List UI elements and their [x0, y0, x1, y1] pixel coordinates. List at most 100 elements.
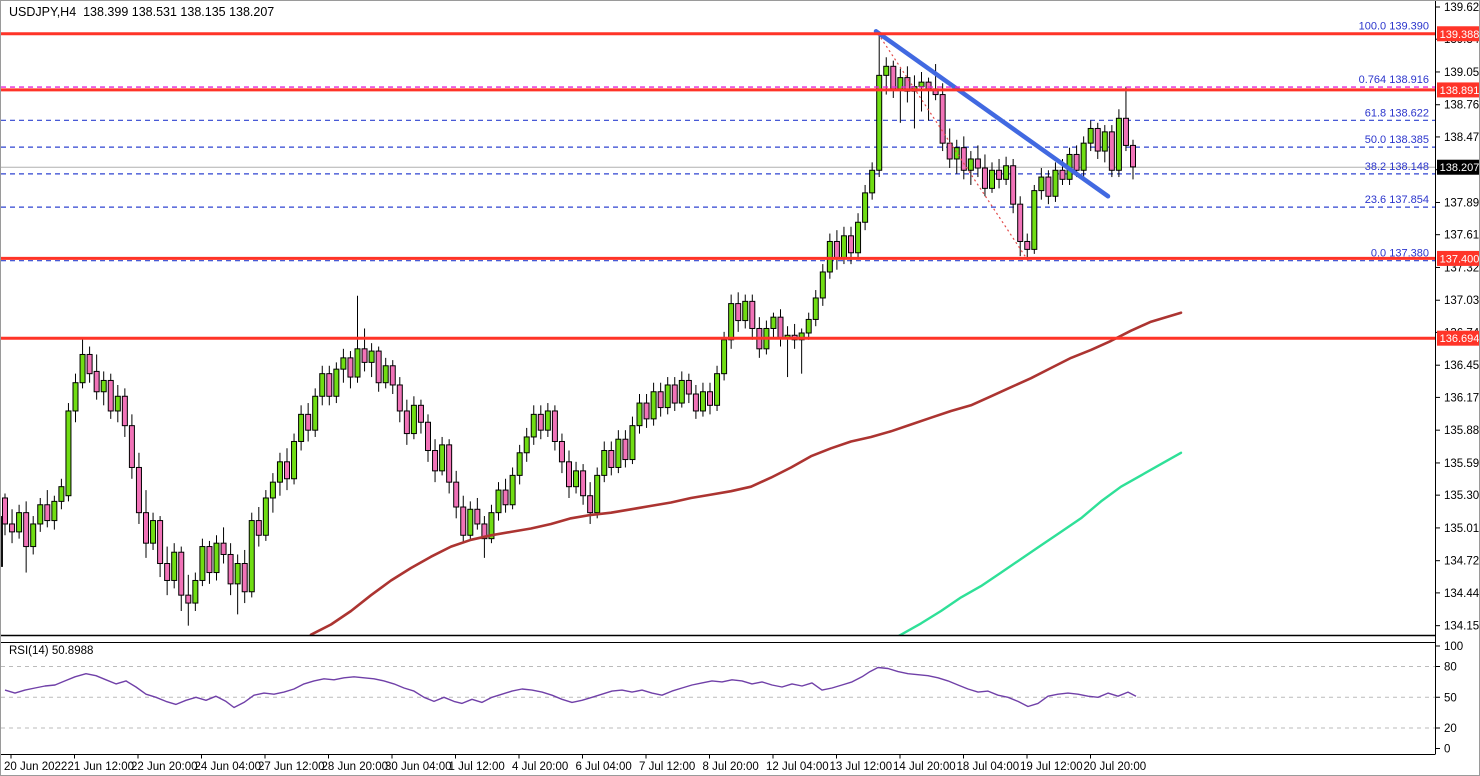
bull-candle-body — [798, 332, 805, 341]
fib-level-label: 38.2 138.148 — [1365, 161, 1429, 173]
bear-candle-body — [128, 425, 135, 468]
candlestick — [417, 399, 424, 434]
bear-candle-body — [833, 240, 840, 259]
candlestick — [608, 441, 615, 476]
bear-candle-body — [502, 489, 509, 506]
candlestick — [135, 452, 142, 524]
bear-candle-body — [551, 410, 558, 442]
bull-candle-body — [530, 413, 537, 438]
bull-candle-body — [368, 350, 375, 363]
bear-candle-body — [981, 167, 988, 189]
bull-candle-body — [65, 410, 72, 497]
price-tick-label: 134.440 — [1444, 588, 1480, 600]
candlestick — [213, 535, 220, 581]
bull-candle-body — [918, 81, 925, 88]
bear-candle-body — [375, 350, 382, 384]
candlestick — [171, 543, 178, 589]
bull-candle-body — [770, 316, 777, 329]
candlestick — [93, 354, 100, 400]
rsi-pane[interactable]: 100 80 50 20 0 — [1, 641, 1463, 756]
bull-candle-body — [650, 391, 657, 420]
bull-candle-body — [523, 436, 530, 454]
bull-candle-body — [855, 221, 862, 254]
candlestick — [551, 405, 558, 451]
candlestick — [876, 33, 883, 178]
candlestick — [601, 441, 608, 483]
fib-level-label: 23.6 137.854 — [1365, 194, 1429, 206]
bear-candle-body — [453, 481, 460, 508]
candlestick — [1130, 139, 1136, 180]
bull-candle-body — [439, 444, 446, 472]
candlestick — [446, 439, 453, 494]
time-axis-label: 27 Jun 12:00 — [258, 761, 325, 773]
price-badge-bg — [1437, 82, 1479, 98]
bull-candle-body — [269, 481, 276, 499]
bull-candle-body — [573, 470, 580, 488]
price-badge-bg — [1437, 250, 1479, 266]
candlestick — [862, 184, 869, 231]
candlestick — [114, 384, 121, 423]
bear-candle-body — [460, 506, 467, 536]
bull-candle-body — [869, 169, 876, 194]
bull-candle-body — [79, 353, 86, 384]
fast-ma-line[interactable] — [898, 451, 1183, 636]
bull-candle-body — [171, 551, 178, 581]
bear-candle-body — [347, 357, 354, 378]
candlestick — [1038, 168, 1045, 200]
bull-candle-body — [276, 461, 283, 483]
bear-candle-body — [389, 365, 396, 386]
bull-candle-body — [678, 379, 685, 404]
bull-candle-body — [495, 489, 502, 514]
bear-candle-body — [1094, 127, 1101, 152]
candlestick — [742, 294, 749, 329]
bear-candle-body — [749, 300, 756, 329]
candlestick — [16, 504, 23, 539]
bear-candle-body — [1045, 176, 1052, 197]
price-badge-bg — [1437, 26, 1479, 42]
bull-candle-body — [1031, 190, 1038, 250]
candlestick — [890, 60, 897, 98]
price-badge: 139.388 — [1437, 26, 1479, 42]
candlestick — [855, 213, 862, 259]
bull-candle-body — [819, 271, 826, 299]
price-tick-label: 135.880 — [1444, 425, 1480, 437]
time-axis-label: 24 Jun 04:00 — [195, 761, 262, 773]
bear-candle-body — [707, 391, 713, 406]
bull-candle-body — [319, 373, 326, 397]
bull-candle-body — [883, 65, 890, 76]
bear-candle-body — [432, 450, 439, 472]
candlestick — [1010, 158, 1017, 214]
candlestick — [749, 294, 756, 340]
candlestick — [904, 66, 911, 103]
bear-candle-body — [671, 384, 678, 404]
fib-diagonal-line[interactable] — [877, 33, 1029, 262]
candlestick — [121, 388, 128, 437]
candlestick — [939, 83, 946, 152]
price-badge-bg — [1437, 330, 1479, 346]
price-tick-label: 134.725 — [1444, 556, 1480, 568]
bull-candle-body — [615, 438, 622, 468]
candlestick — [1024, 233, 1031, 259]
candlestick — [530, 405, 537, 445]
bull-candle-body — [636, 402, 643, 427]
candlestick — [248, 512, 255, 598]
candlestick — [636, 394, 643, 434]
bull-candle-body — [714, 373, 721, 406]
bull-candle-body — [699, 391, 706, 412]
rsi-tick-label: 100 — [1444, 641, 1463, 653]
price-chart-pane[interactable]: 100.0 139.390 0.764 138.916 61.8 138.622 50… — [1, 21, 1435, 636]
bull-candle-body — [488, 512, 495, 540]
bear-candle-body — [580, 470, 587, 497]
bear-candle-body — [86, 353, 93, 375]
bear-candle-body — [107, 379, 114, 412]
price-badge-label: 136.694 — [1440, 333, 1480, 345]
slow-ma-line[interactable] — [309, 311, 1183, 635]
bull-candle-body — [1003, 165, 1010, 180]
time-axis-label: 7 Jul 12:00 — [639, 761, 695, 773]
candlestick — [918, 71, 925, 112]
bull-candle-body — [594, 474, 601, 514]
trendline[interactable] — [873, 29, 1111, 199]
bull-candle-body — [601, 450, 608, 476]
bull-candle-body — [989, 169, 995, 189]
